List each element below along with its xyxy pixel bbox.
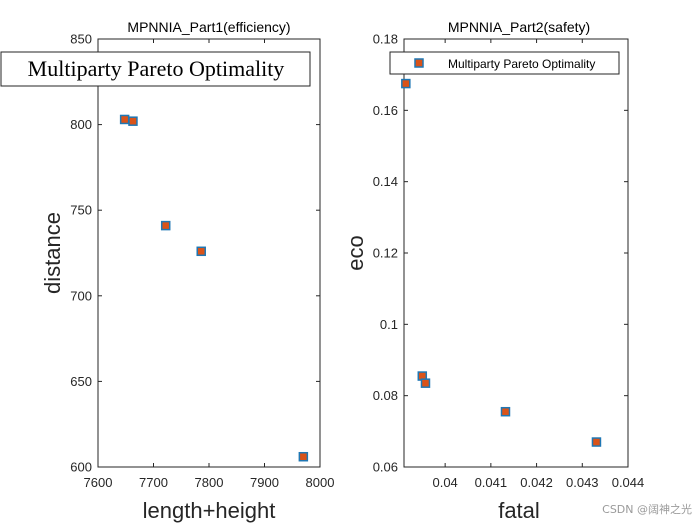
x-tick-label: 0.044 (612, 475, 645, 490)
x-tick-label: 0.043 (566, 475, 599, 490)
y-axis-label: distance (40, 212, 65, 294)
legend-box (389, 51, 620, 75)
data-point (500, 406, 511, 417)
data-point (298, 451, 309, 462)
y-tick-label: 0.14 (373, 174, 398, 189)
y-tick-label: 800 (70, 117, 92, 132)
x-axis-label: length+height (143, 498, 276, 523)
y-tick-label: 600 (70, 460, 92, 475)
x-tick-label: 0.041 (475, 475, 508, 490)
data-point (420, 378, 431, 388)
y-tick-label: 0.1 (380, 317, 398, 332)
legend: Multiparty Pareto Optimality (389, 51, 620, 75)
y-tick-label: 0.12 (373, 246, 398, 261)
chart-title: MPNNIA_Part1(efficiency) (127, 19, 290, 35)
data-point (128, 116, 138, 126)
y-tick-label: 0.16 (373, 103, 398, 118)
points-group (119, 114, 309, 462)
chart-safety: MPNNIA_Part2(safety) 0.04 0.041 0.042 0.043… (343, 19, 644, 523)
watermark: CSDN @阔神之光 (602, 503, 692, 516)
chart-title: MPNNIA_Part2(safety) (448, 19, 590, 35)
plot-area (97, 38, 321, 468)
data-point (401, 78, 411, 89)
x-tick-label: 7700 (139, 475, 168, 490)
x-axis-label: fatal (498, 498, 540, 523)
x-tick-label: 0.04 (432, 475, 457, 490)
legend-box (0, 51, 311, 87)
y-tick-label: 700 (70, 288, 92, 303)
y-tick-label: 750 (70, 203, 92, 218)
x-tick-label: 7600 (84, 475, 113, 490)
legend-label: Multiparty Pareto Optimality (448, 57, 595, 71)
chart-efficiency: MPNNIA_Part1(efficiency) 7600 7700 7800 790… (0, 19, 334, 523)
x-tick-label: 7800 (195, 475, 224, 490)
data-point (591, 437, 602, 447)
y-tick-label: 650 (70, 374, 92, 389)
tick-group: 0.04 0.041 0.042 0.043 0.044 0.06 0.08 0.1 0.12 0… (373, 32, 645, 491)
x-tick-label: 7900 (250, 475, 279, 490)
legend: Multiparty Pareto Optimality (0, 51, 311, 87)
legend-marker (414, 58, 424, 68)
data-point (160, 220, 171, 231)
data-point (196, 246, 206, 257)
y-tick-label: 850 (70, 32, 92, 47)
tick-group: 7600 7700 7800 7900 8000 600 650 700 750 800 850 (70, 32, 334, 491)
points-group (401, 78, 602, 447)
x-tick-label: 0.042 (520, 475, 553, 490)
y-tick-label: 0.18 (373, 32, 398, 47)
y-axis-label: eco (343, 235, 368, 270)
y-tick-label: 0.08 (373, 388, 398, 403)
x-tick-label: 8000 (306, 475, 335, 490)
y-tick-label: 0.06 (373, 460, 398, 475)
legend-label: Multiparty Pareto Optimality (28, 56, 285, 81)
data-point (119, 114, 130, 125)
plot-area (403, 38, 629, 468)
